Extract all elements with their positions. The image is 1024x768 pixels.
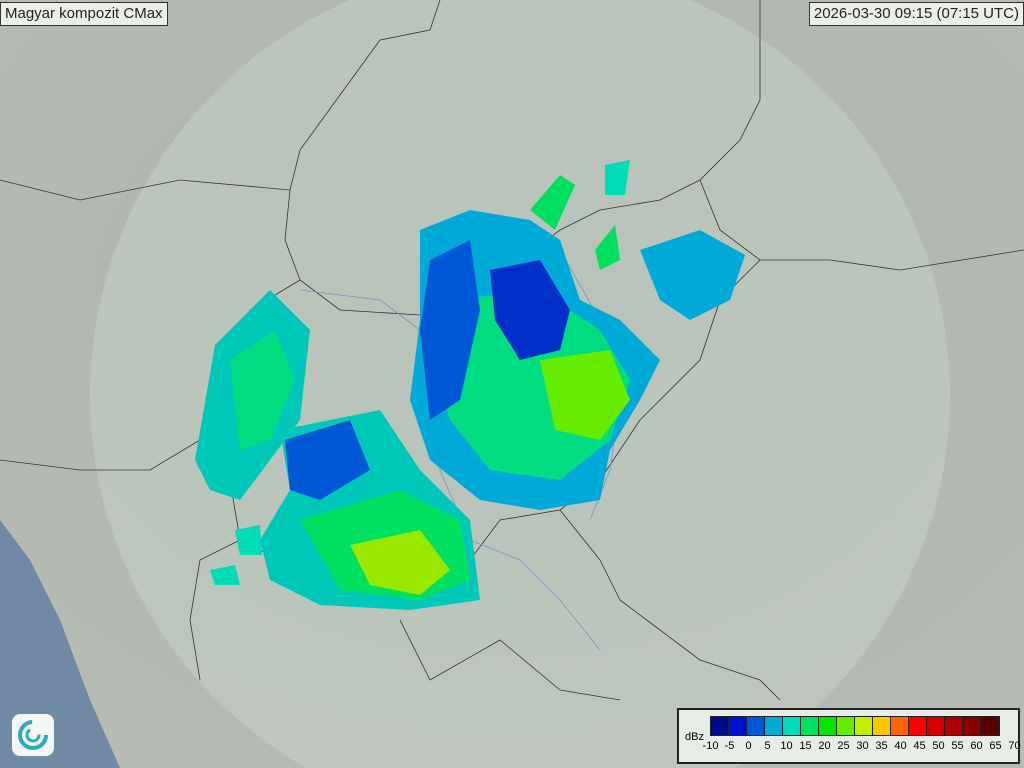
- legend-tick: 70: [1008, 740, 1021, 752]
- legend-ticks: -10 -5 0 5 10 15 20 25 30 35 40 45 50 55 60 65 70: [701, 740, 1024, 752]
- legend-tick: 25: [837, 740, 850, 752]
- legend-tick: 40: [894, 740, 907, 752]
- legend-swatch: [747, 717, 765, 735]
- legend-swatch: [837, 717, 855, 735]
- legend-swatch: [711, 717, 729, 735]
- radar-echoes: [195, 160, 745, 610]
- met-service-swirl-icon: [12, 714, 54, 756]
- timestamp: 2026-03-30 09:15 (07:15 UTC): [808, 2, 1024, 26]
- legend-swatch: [783, 717, 801, 735]
- legend-swatch: [927, 717, 945, 735]
- legend-tick: -10: [702, 740, 719, 752]
- legend-tick: 50: [932, 740, 945, 752]
- legend-swatch: [819, 717, 837, 735]
- map-title: Magyar kompozit CMax: [0, 2, 168, 26]
- legend-tick: 15: [799, 740, 812, 752]
- legend-swatch: [981, 717, 999, 735]
- legend-tick: 0: [745, 740, 752, 752]
- legend-tick: 65: [989, 740, 1002, 752]
- legend-swatch: [945, 717, 963, 735]
- legend-swatch: [855, 717, 873, 735]
- legend-color-bar: [710, 716, 1000, 736]
- legend-swatch: [963, 717, 981, 735]
- legend-tick: -5: [724, 740, 735, 752]
- legend-unit: dBz: [685, 731, 704, 743]
- legend-tick: 45: [913, 740, 926, 752]
- adriatic-sea: [0, 520, 120, 768]
- legend-tick: 35: [875, 740, 888, 752]
- legend-tick: 10: [780, 740, 793, 752]
- legend-swatch: [891, 717, 909, 735]
- legend-tick: 60: [970, 740, 983, 752]
- legend-swatch: [873, 717, 891, 735]
- legend-tick: 55: [951, 740, 964, 752]
- legend-swatch: [729, 717, 747, 735]
- legend-swatch: [801, 717, 819, 735]
- legend-swatch: [909, 717, 927, 735]
- legend-tick: 20: [818, 740, 831, 752]
- dbz-legend: dBz -10 -5 0 5 10 15 20 25 30 35 40 45 50 55 60 65 70: [677, 708, 1021, 764]
- legend-tick: 5: [764, 740, 771, 752]
- legend-swatch: [765, 717, 783, 735]
- legend-tick: 30: [856, 740, 869, 752]
